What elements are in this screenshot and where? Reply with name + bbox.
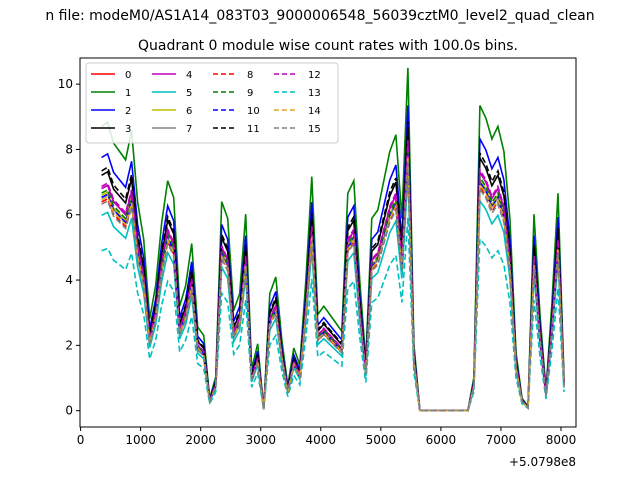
legend-label-9: 9 (247, 88, 253, 99)
series-line-15 (101, 161, 565, 412)
series-line-1 (101, 67, 565, 412)
series-line-3 (101, 126, 565, 412)
y-axis: 0 2 4 6 8 10 (58, 77, 80, 418)
y-tick-label: 0 (65, 404, 73, 418)
chart-title: Quadrant 0 module wise count rates with … (138, 38, 518, 54)
legend-label-3: 3 (125, 124, 131, 135)
legend-label-6: 6 (186, 106, 192, 117)
y-tick-label: 4 (65, 273, 73, 287)
legend-label-0: 0 (125, 70, 131, 81)
axes-frame (79, 57, 577, 428)
x-tick-label: 0 (77, 433, 85, 447)
series-line-11 (101, 121, 565, 412)
figure-suptitle: n file: modeM0/AS1A14_083T03_9000006548_… (45, 8, 594, 24)
y-tick-label: 8 (65, 142, 73, 156)
legend-label-10: 10 (247, 106, 260, 117)
series-line-0 (101, 142, 565, 412)
x-tick-label: 1000 (125, 433, 156, 447)
series-line-4 (101, 142, 565, 412)
x-axis: 0 1000 2000 3000 4000 5000 6000 7000 8000 (77, 427, 576, 447)
x-tick-label: 4000 (306, 433, 337, 447)
legend-label-2: 2 (125, 106, 131, 117)
legend-label-1: 1 (125, 88, 131, 99)
legend-label-15: 15 (308, 124, 321, 135)
series-line-13 (101, 217, 565, 412)
x-tick-label: 5000 (366, 433, 397, 447)
legend-label-7: 7 (186, 124, 192, 135)
legend-label-8: 8 (247, 70, 253, 81)
x-tick-label: 6000 (426, 433, 457, 447)
y-tick-label: 2 (65, 338, 73, 352)
y-tick-label: 10 (58, 77, 73, 91)
legend-label-12: 12 (308, 70, 321, 81)
series-line-8 (101, 158, 565, 412)
y-tick-label: 6 (65, 208, 73, 222)
x-tick-label: 3000 (245, 433, 276, 447)
x-tick-label: 8000 (546, 433, 577, 447)
x-tick-label: 7000 (486, 433, 517, 447)
series-line-12 (101, 140, 565, 412)
legend-label-4: 4 (186, 70, 192, 81)
legend-label-13: 13 (308, 88, 321, 99)
plot-area (101, 67, 565, 412)
legend-label-5: 5 (186, 88, 192, 99)
legend-label-14: 14 (308, 106, 321, 117)
x-tick-label: 2000 (185, 433, 216, 447)
legend-box (85, 62, 339, 144)
legend-label-11: 11 (247, 124, 260, 135)
x-offset-label: +5.0798e8 (509, 455, 576, 469)
